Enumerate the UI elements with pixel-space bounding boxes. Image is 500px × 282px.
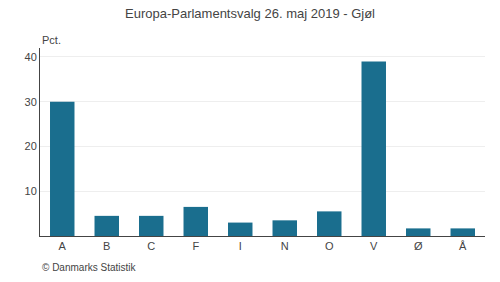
svg-text:Europa-Parlamentsvalg 26. maj: Europa-Parlamentsvalg 26. maj 2019 - Gjø… (125, 6, 375, 21)
svg-text:A: A (59, 240, 67, 252)
svg-text:Ø: Ø (414, 240, 423, 252)
svg-text:20: 20 (25, 140, 37, 152)
svg-text:N: N (281, 240, 289, 252)
svg-text:10: 10 (25, 185, 37, 197)
svg-text:V: V (370, 240, 378, 252)
svg-text:F: F (192, 240, 199, 252)
svg-text:O: O (325, 240, 334, 252)
svg-text:© Danmarks Statistik: © Danmarks Statistik (42, 262, 137, 273)
svg-text:Pct.: Pct. (42, 34, 61, 46)
svg-text:30: 30 (25, 96, 37, 108)
svg-text:40: 40 (25, 51, 37, 63)
svg-text:B: B (103, 240, 110, 252)
svg-text:C: C (147, 240, 155, 252)
svg-text:I: I (239, 240, 242, 252)
svg-text:Å: Å (459, 240, 467, 252)
